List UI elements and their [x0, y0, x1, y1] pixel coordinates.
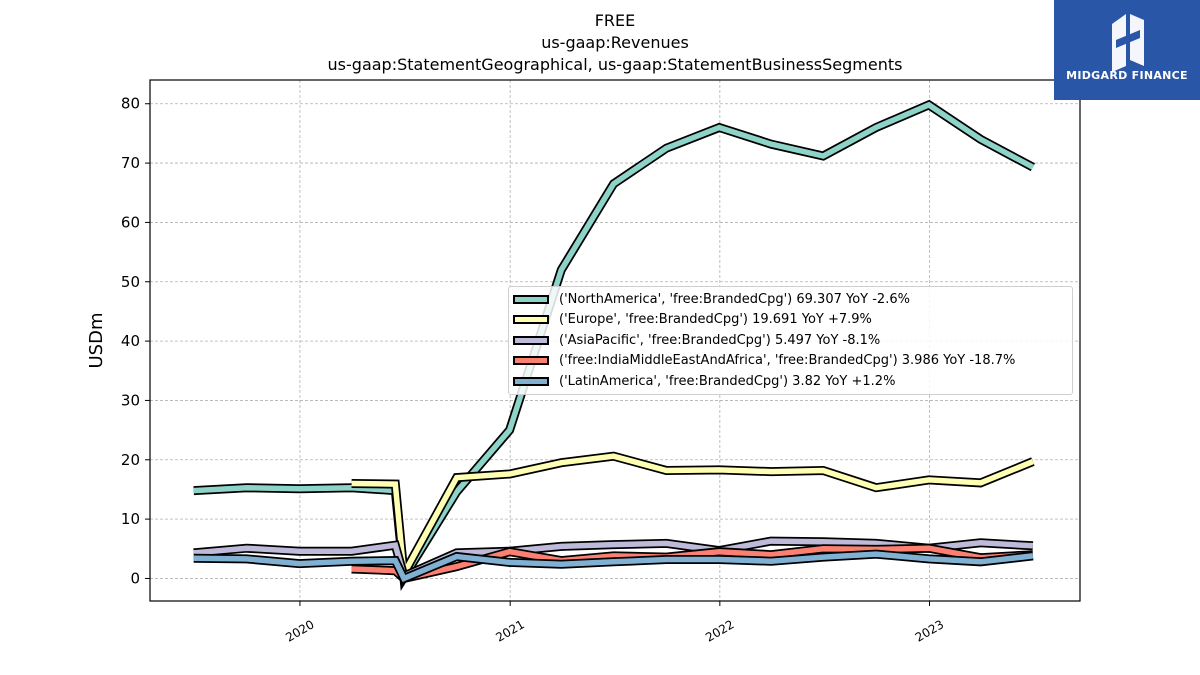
legend-item: ('free:IndiaMiddleEastAndAfrica', 'free:…: [513, 351, 1015, 371]
chart-title: FREE: [594, 11, 636, 30]
company-logo: MIDGARD FINANCE: [1054, 0, 1200, 100]
y-tick-label: 80: [121, 95, 140, 113]
x-tick-label: 2021: [493, 617, 526, 644]
legend-swatch: [513, 356, 549, 366]
chart-subtitle-2: us-gaap:StatementGeographical, us-gaap:S…: [327, 55, 903, 74]
chart-legend: ('NorthAmerica', 'free:BrandedCpg') 69.3…: [508, 286, 1073, 395]
series-line-2: [193, 538, 1034, 580]
logo-text: MIDGARD FINANCE: [1066, 69, 1188, 82]
series-line-4: [193, 551, 1034, 583]
legend-swatch: [513, 335, 549, 345]
legend-swatch: [513, 315, 549, 325]
series-line-0: [193, 101, 1035, 586]
y-axis-label: USDm: [86, 313, 107, 369]
legend-item: ('LatinAmerica', 'free:BrandedCpg') 3.82…: [513, 371, 895, 391]
chart-title-block: FREE us-gaap:Revenues us-gaap:StatementG…: [150, 10, 1080, 76]
legend-label: ('Europe', 'free:BrandedCpg') 19.691 YoY…: [559, 312, 872, 328]
legend-swatch: [513, 376, 549, 386]
legend-item: ('NorthAmerica', 'free:BrandedCpg') 69.3…: [513, 289, 910, 309]
legend-label: ('free:IndiaMiddleEastAndAfrica', 'free:…: [559, 353, 1016, 369]
legend-label: ('LatinAmerica', 'free:BrandedCpg') 3.82…: [559, 373, 896, 389]
y-tick-label: 70: [121, 154, 140, 172]
legend-item: ('AsiaPacific', 'free:BrandedCpg') 5.497…: [513, 330, 880, 350]
y-tick-label: 40: [121, 332, 140, 350]
chart-subtitle-1: us-gaap:Revenues: [541, 33, 689, 52]
y-tick-label: 10: [121, 510, 140, 528]
legend-swatch: [513, 294, 549, 304]
legend-label: ('NorthAmerica', 'free:BrandedCpg') 69.3…: [559, 291, 910, 307]
x-tick-label: 2023: [913, 617, 946, 644]
series-line-1: [351, 453, 1034, 583]
plot-frame: [149, 79, 1081, 602]
legend-item: ('Europe', 'free:BrandedCpg') 19.691 YoY…: [513, 310, 872, 330]
x-tick-label: 2020: [283, 617, 316, 644]
y-tick-label: 0: [130, 569, 140, 587]
legend-label: ('AsiaPacific', 'free:BrandedCpg') 5.497…: [559, 332, 881, 348]
midgard-logo-mark-icon: [1112, 14, 1144, 72]
x-tick-label: 2022: [703, 617, 736, 644]
y-tick-label: 20: [121, 451, 140, 469]
y-tick-label: 30: [121, 391, 140, 409]
y-tick-label: 50: [121, 273, 140, 291]
y-tick-label: 60: [121, 213, 140, 231]
